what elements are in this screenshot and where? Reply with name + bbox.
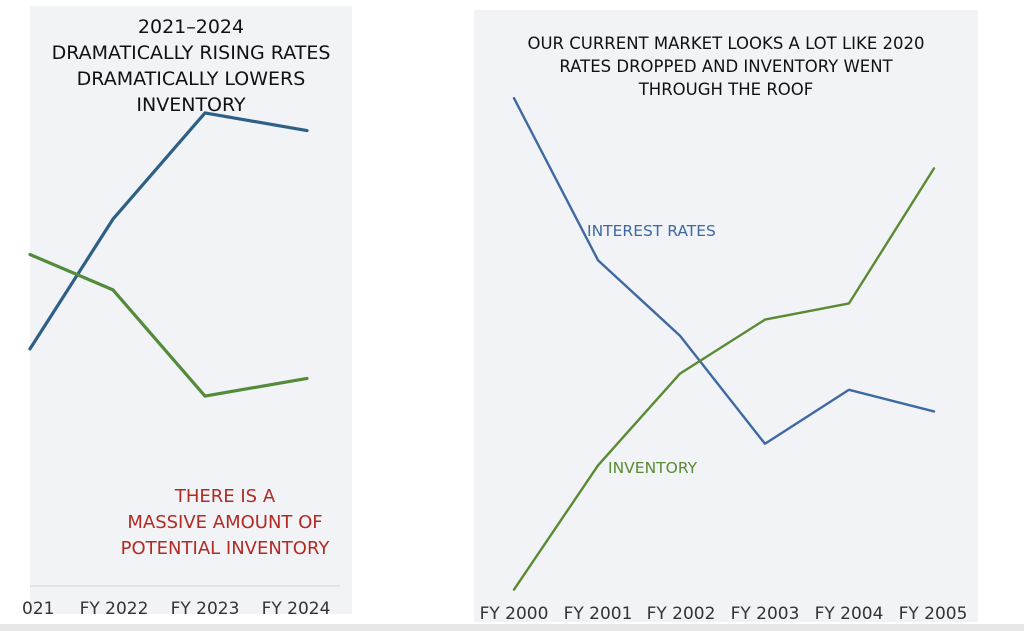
left-title-line: INVENTORY — [136, 94, 246, 116]
left-rates-series-line — [28, 111, 309, 351]
right-x-tick-label: FY 2003 — [731, 604, 800, 624]
right-x-tick-label: FY 2002 — [647, 604, 716, 624]
left-x-tick-label: FY 2023 — [171, 599, 240, 619]
left-title-line: 2021–2024 — [137, 16, 245, 38]
right-chart-title: OUR CURRENT MARKET LOOKS A LOT LIKE 2020… — [474, 32, 978, 101]
right-x-tick-label: FY 2005 — [899, 604, 968, 624]
left-chart-annotation: THERE IS A MASSIVE AMOUNT OF POTENTIAL I… — [110, 484, 340, 562]
left-title-line: DRAMATICALLY LOWERS — [76, 68, 306, 90]
annotation-line: POTENTIAL INVENTORY — [120, 538, 330, 559]
right-title-line: OUR CURRENT MARKET LOOKS A LOT LIKE 2020 — [527, 34, 925, 53]
inventory-series-label: INVENTORY — [608, 459, 698, 477]
right-x-tick-labels: FY 2000 FY 2001 FY 2002 FY 2003 FY 2004 FY 20… — [480, 604, 968, 624]
right-rates-series-line — [512, 96, 936, 445]
right-x-tick-label: FY 2000 — [480, 604, 549, 624]
rates-series-label: INTEREST RATES — [587, 222, 716, 240]
right-chart-panel — [474, 10, 978, 622]
right-title-line: RATES DROPPED AND INVENTORY WENT — [559, 57, 893, 76]
left-x-tick-label: FY 2022 — [80, 599, 149, 619]
right-x-tick-label: FY 2004 — [815, 604, 884, 624]
left-chart-title: 2021–2024 DRAMATICALLY RISING RATES DRAM… — [30, 14, 352, 118]
left-x-tick-labels: 021 FY 2022 FY 2023 FY 2024 — [22, 599, 330, 619]
right-title-line: THROUGH THE ROOF — [638, 80, 814, 99]
left-chart-panel — [30, 6, 352, 614]
bottom-divider — [0, 624, 1024, 631]
left-x-tick-label: 021 — [22, 599, 54, 619]
right-plot-area — [512, 96, 936, 591]
left-plot-area — [28, 111, 309, 398]
right-x-tick-label: FY 2001 — [564, 604, 633, 624]
annotation-line: THERE IS A — [174, 486, 276, 507]
left-inventory-series-line — [28, 252, 309, 398]
annotation-line: MASSIVE AMOUNT OF — [127, 512, 323, 533]
right-inventory-series-line — [512, 167, 936, 591]
left-title-line: DRAMATICALLY RISING RATES — [51, 42, 331, 64]
right-series-labels: INTEREST RATES INVENTORY — [587, 222, 716, 477]
left-x-tick-label: FY 2024 — [262, 599, 331, 619]
